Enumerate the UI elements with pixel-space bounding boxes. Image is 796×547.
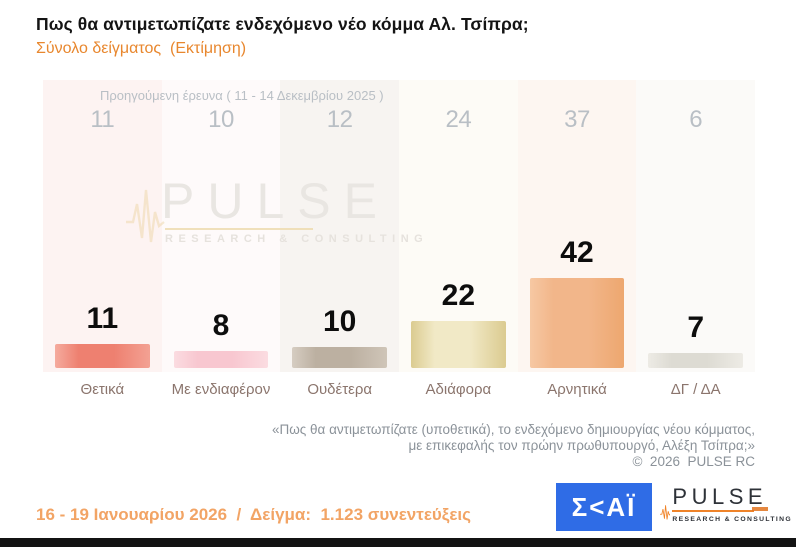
- category-label: Αδιάφορα: [425, 381, 492, 398]
- bar: [173, 351, 269, 368]
- previous-survey-value: 37: [564, 106, 590, 133]
- column-band: [280, 80, 399, 372]
- pulse-logo-line: [672, 507, 769, 512]
- copyright-line: © 2026 PULSE RC: [632, 454, 755, 469]
- bar: [411, 321, 506, 368]
- bar: [55, 344, 150, 368]
- page-title: Πως θα αντιμετωπίζατε ενδεχόμενο νέο κόμ…: [36, 14, 529, 34]
- bottom-strip: [0, 538, 796, 547]
- pulse-logo-mark: [752, 507, 769, 511]
- chart-column: 11 11: [43, 80, 162, 372]
- previous-survey-value: 12: [326, 106, 353, 133]
- pulse-logo-tagline: RESEARCH & CONSULTING: [672, 516, 792, 523]
- bar-value: 42: [560, 236, 594, 269]
- column-band: [161, 80, 281, 372]
- previous-survey-label: Προηγούμενη έρευνα ( 11 - 14 Δεκεμβρίου …: [100, 88, 384, 103]
- category-label: Θετικά: [80, 381, 125, 398]
- survey-date-sample: 16 - 19 Ιανουαρίου 2026 / Δείγμα: 1.123 …: [36, 505, 471, 524]
- bar: [292, 347, 387, 368]
- bar: [529, 278, 625, 368]
- column-band: [43, 80, 162, 372]
- footnote-line: με επικεφαλής τον πρώην πρωθυπουργό, Αλέ…: [408, 438, 755, 453]
- category-label: Ουδέτερα: [307, 381, 373, 398]
- bar: [648, 353, 743, 368]
- pulse-logo: PULSE RESEARCH & CONSULTING: [660, 486, 792, 534]
- chart-column: 10 8: [161, 80, 281, 372]
- bar-value: 7: [687, 311, 704, 344]
- column-band: [636, 80, 755, 372]
- bar-value: 8: [212, 309, 230, 342]
- category-labels: Θετικά Με ενδιαφέρον Ουδέτερα Αδιάφορα Αρνητ…: [43, 381, 755, 398]
- previous-survey-value: 24: [445, 106, 472, 133]
- category-label: ΔΓ / ΔΑ: [670, 381, 721, 398]
- skai-logo-text: Σ<ΑΪ: [571, 491, 637, 522]
- page-subtitle: Σύνολο δείγματος (Εκτίμηση): [36, 40, 247, 57]
- category-label: Αρνητικά: [547, 381, 607, 398]
- previous-survey-value: 11: [90, 106, 115, 133]
- chart-column: 24 22: [399, 80, 518, 372]
- bar-chart: Προηγούμενη έρευνα ( 11 - 14 Δεκεμβρίου …: [43, 80, 755, 372]
- previous-survey-value: 10: [208, 106, 234, 133]
- skai-logo: Σ<ΑΪ: [556, 483, 652, 531]
- pulse-logo-heartbeat-icon: [660, 505, 671, 520]
- footnote-line: «Πως θα αντιμετωπίζατε (υποθετικά), το ε…: [271, 422, 755, 437]
- bar-value: 11: [86, 302, 119, 335]
- chart-column: 37 42: [517, 80, 637, 372]
- bar-value: 22: [441, 279, 476, 312]
- bar-value: 10: [322, 305, 357, 338]
- previous-survey-value: 6: [689, 106, 703, 133]
- category-label: Με ενδιαφέρον: [171, 381, 271, 398]
- footnote: «Πως θα αντιμετωπίζατε (υποθετικά), το ε…: [272, 422, 755, 470]
- chart-column: 12 10: [280, 80, 399, 372]
- pulse-logo-text: PULSE: [672, 484, 768, 509]
